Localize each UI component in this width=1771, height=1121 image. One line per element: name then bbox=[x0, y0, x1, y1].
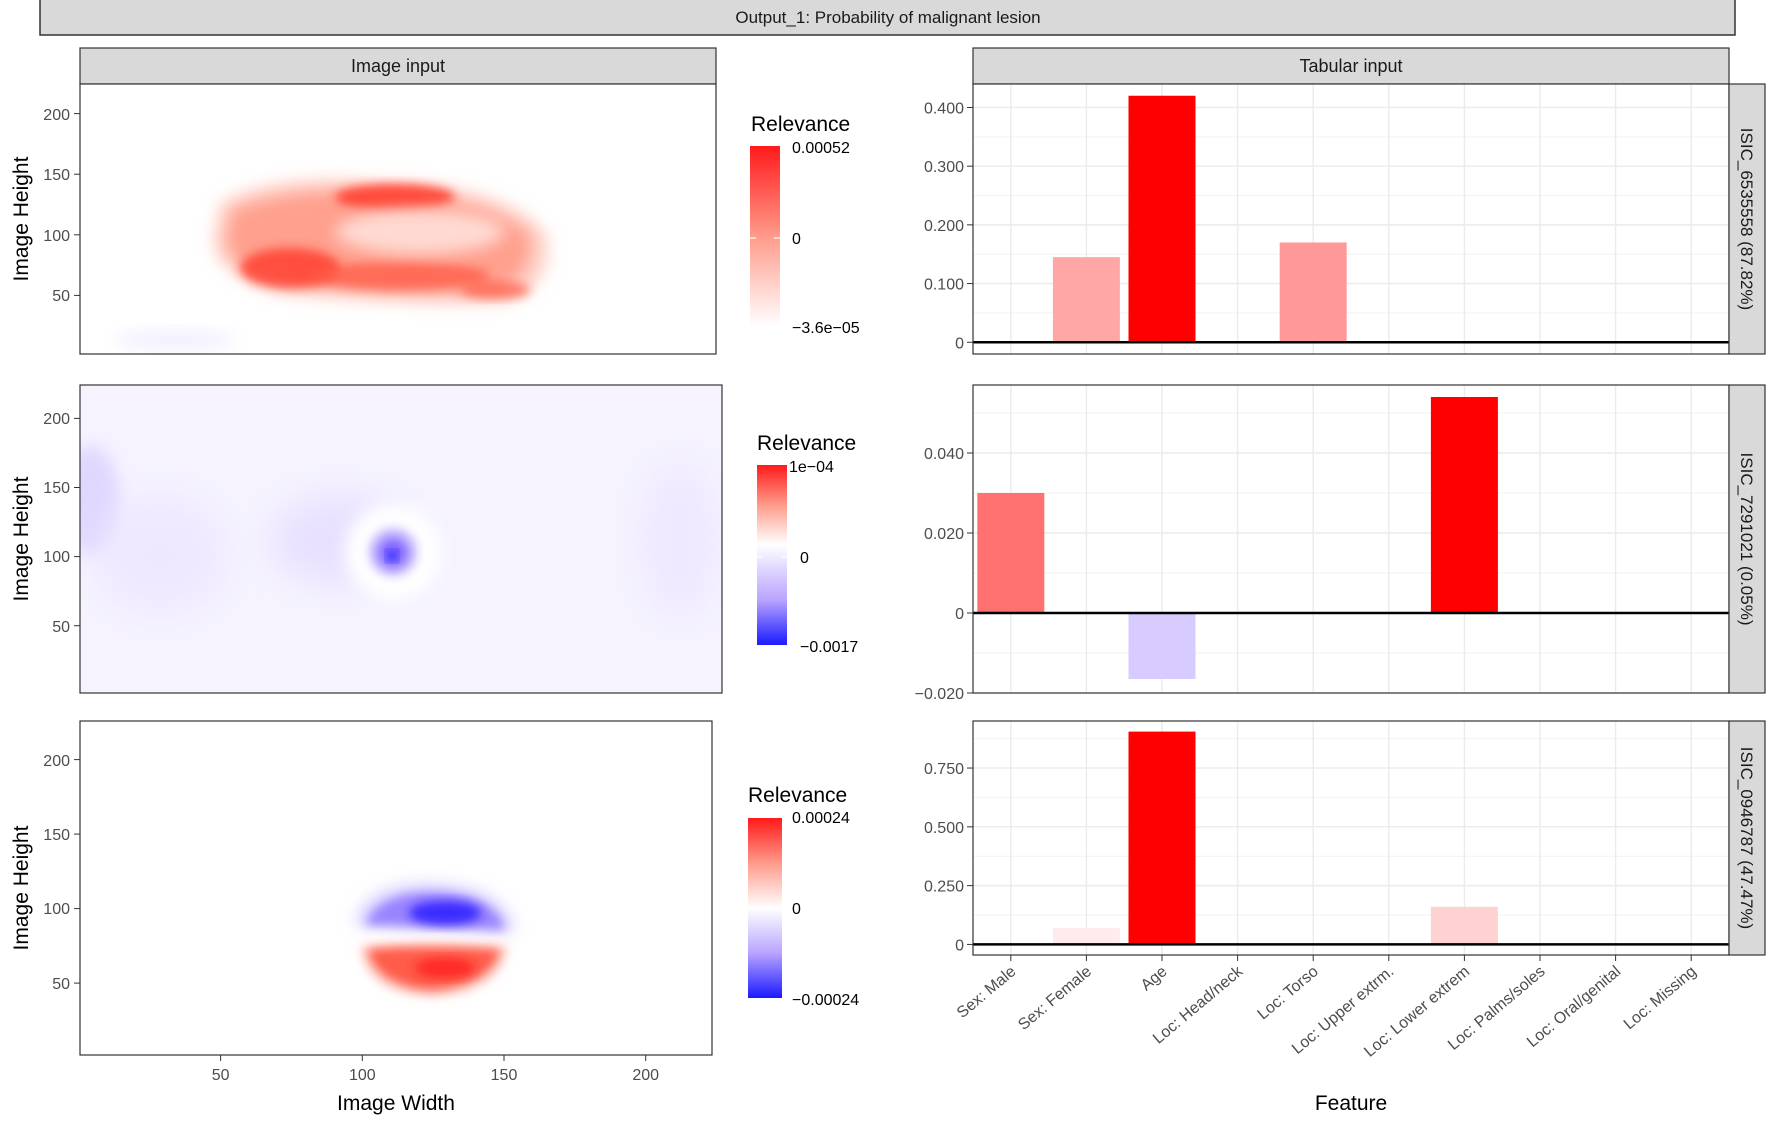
bar bbox=[1128, 613, 1196, 679]
bar-panel-background bbox=[973, 721, 1729, 955]
heatmap-2-y-tick-label: 50 bbox=[52, 619, 70, 636]
bar-y-tick-label: 0.040 bbox=[924, 446, 964, 463]
bar bbox=[1128, 731, 1196, 945]
heatmap-2-y-axis-label: Image Height bbox=[10, 476, 33, 601]
bar bbox=[1279, 242, 1347, 343]
legend-1-max-label: 0.00052 bbox=[792, 140, 850, 157]
sample-strip-label: ISIC_7291021 (0.05%) bbox=[1737, 453, 1756, 626]
sample-strip bbox=[1728, 384, 1766, 694]
bar-y-tick-label: 0.020 bbox=[924, 526, 964, 543]
heatmap-1-y-tick-label: 50 bbox=[52, 288, 70, 305]
heatmap-1-relevance bbox=[115, 179, 549, 350]
bar-y-tick-label: 0.300 bbox=[924, 159, 964, 176]
heatmap-3-x-tick-label: 200 bbox=[632, 1067, 659, 1084]
heatmap-1-y-tick-label: 200 bbox=[43, 107, 70, 124]
bar-y-tick-label: 0.400 bbox=[924, 100, 964, 117]
bar-y-tick-label: 0 bbox=[955, 606, 964, 623]
heatmap-panel-1: 200 150 100 50 Image Height bbox=[10, 83, 717, 355]
heatmap-3-y-axis: 200 150 100 50 Image Height bbox=[10, 753, 80, 993]
sample-strip-label: ISIC_6535558 (87.82%) bbox=[1737, 128, 1756, 310]
bar bbox=[1128, 95, 1196, 343]
image-input-strip: Image input bbox=[79, 47, 717, 85]
bar bbox=[1052, 257, 1120, 343]
bar-panel-background bbox=[973, 385, 1729, 693]
heatmap-1-y-axis: 200 150 100 50 Image Height bbox=[10, 107, 80, 305]
bar-y-tick-label: 0.200 bbox=[924, 218, 964, 235]
bar-y-tick-label: 0 bbox=[955, 937, 964, 954]
heatmap-1-y-tick-label: 100 bbox=[43, 228, 70, 245]
tabular-input-strip: Tabular input bbox=[972, 47, 1730, 85]
bar-panel-2: −0.020 0 0.020 0.040 ISIC_7291021 (0.05%) bbox=[915, 384, 1766, 703]
bar-y-tick-label: 0.100 bbox=[924, 277, 964, 294]
legend-2-max-label: 1e−04 bbox=[789, 459, 834, 476]
feature-x-tick-label: Loc: Missing bbox=[1621, 963, 1700, 1033]
bar bbox=[1052, 927, 1120, 945]
legend-3-title: Relevance bbox=[748, 784, 847, 807]
sample-strip-label: ISIC_0946787 (47.47%) bbox=[1737, 747, 1756, 929]
heatmap-3-x-tick-label: 50 bbox=[212, 1067, 230, 1084]
figure-title: Output_1: Probability of malignant lesio… bbox=[735, 8, 1040, 27]
legend-1-min-label: −3.6e−05 bbox=[792, 320, 860, 337]
legend-3-min-label: −0.00024 bbox=[792, 992, 859, 1009]
tabular-bar-panels: 0 0.100 0.200 0.300 0.400 ISIC_6535558 (87.82… bbox=[915, 83, 1766, 956]
feature-x-tick-label: Sex: Female bbox=[1015, 963, 1095, 1034]
bar-panel-1: 0 0.100 0.200 0.300 0.400 ISIC_6535558 (87.82… bbox=[924, 83, 1766, 355]
heatmap-2-relevance bbox=[80, 445, 720, 620]
sample-strip bbox=[1728, 720, 1766, 956]
heatmap-2-y-tick-label: 150 bbox=[43, 480, 70, 497]
bar bbox=[1430, 397, 1498, 613]
heatmap-panel-2: 200 150 100 50 Image Height bbox=[10, 384, 723, 694]
legend-2-mid-label: 0 bbox=[800, 550, 809, 567]
legend-3: Relevance 0.00024 0 −0.00024 bbox=[748, 784, 859, 1009]
legend-1-colorbar bbox=[750, 146, 780, 326]
heatmap-panel-3: 200 150 100 50 Image Height 50 100 150 2… bbox=[10, 720, 713, 1115]
legend-2: Relevance 1e−04 0 −0.0017 bbox=[757, 432, 858, 656]
heatmap-3-y-tick-label: 150 bbox=[43, 827, 70, 844]
bar-panel-3: 0 0.250 0.500 0.750 ISIC_0946787 (47.47%) bbox=[924, 720, 1766, 956]
tabular-input-strip-label: Tabular input bbox=[1299, 56, 1402, 76]
heatmap-1-y-axis-label: Image Height bbox=[10, 156, 33, 281]
legend-1-mid-label: 0 bbox=[792, 231, 801, 248]
heatmap-2-y-axis: 200 150 100 50 Image Height bbox=[10, 411, 80, 636]
legend-1: Relevance 0.00052 0 −3.6e−05 bbox=[750, 113, 860, 337]
heatmap-3-y-tick-label: 200 bbox=[43, 753, 70, 770]
feature-x-tick-label: Age bbox=[1138, 963, 1171, 994]
bar bbox=[977, 493, 1045, 613]
image-input-strip-label: Image input bbox=[351, 56, 445, 76]
heatmap-3-x-tick-label: 150 bbox=[491, 1067, 518, 1084]
heatmap-3-y-axis-label: Image Height bbox=[10, 825, 33, 950]
heatmap-3-relevance bbox=[355, 884, 515, 997]
sample-strip bbox=[1728, 83, 1766, 355]
heatmap-3-y-tick-label: 100 bbox=[43, 901, 70, 918]
heatmap-3-y-tick-label: 50 bbox=[52, 976, 70, 993]
legend-1-title: Relevance bbox=[751, 113, 850, 136]
bar-y-tick-label: 0.250 bbox=[924, 879, 964, 896]
bar-y-tick-label: 0.750 bbox=[924, 761, 964, 778]
feature-x-tick-label: Sex: Male bbox=[954, 963, 1020, 1022]
heatmap-3-x-axis: 50 100 150 200 Image Width bbox=[212, 1055, 659, 1115]
heatmap-1-y-tick-label: 150 bbox=[43, 167, 70, 184]
legend-2-min-label: −0.0017 bbox=[800, 639, 858, 656]
legend-2-colorbar bbox=[757, 465, 787, 645]
bar-y-tick-label: −0.020 bbox=[915, 686, 964, 703]
image-x-axis-label: Image Width bbox=[337, 1092, 455, 1115]
heatmap-2-y-tick-label: 100 bbox=[43, 549, 70, 566]
legend-2-title: Relevance bbox=[757, 432, 856, 455]
heatmap-3-x-tick-label: 100 bbox=[349, 1067, 376, 1084]
bar bbox=[1430, 906, 1498, 945]
legend-3-max-label: 0.00024 bbox=[792, 810, 850, 827]
legend-3-mid-label: 0 bbox=[792, 901, 801, 918]
feature-x-axis-label: Feature bbox=[1315, 1092, 1387, 1115]
feature-x-tick-label: Loc: Torso bbox=[1255, 963, 1322, 1023]
figure-title-strip: Output_1: Probability of malignant lesio… bbox=[39, 0, 1736, 36]
bar-y-tick-label: 0.500 bbox=[924, 820, 964, 837]
bar-y-tick-label: 0 bbox=[955, 335, 964, 352]
heatmap-2-y-tick-label: 200 bbox=[43, 411, 70, 428]
